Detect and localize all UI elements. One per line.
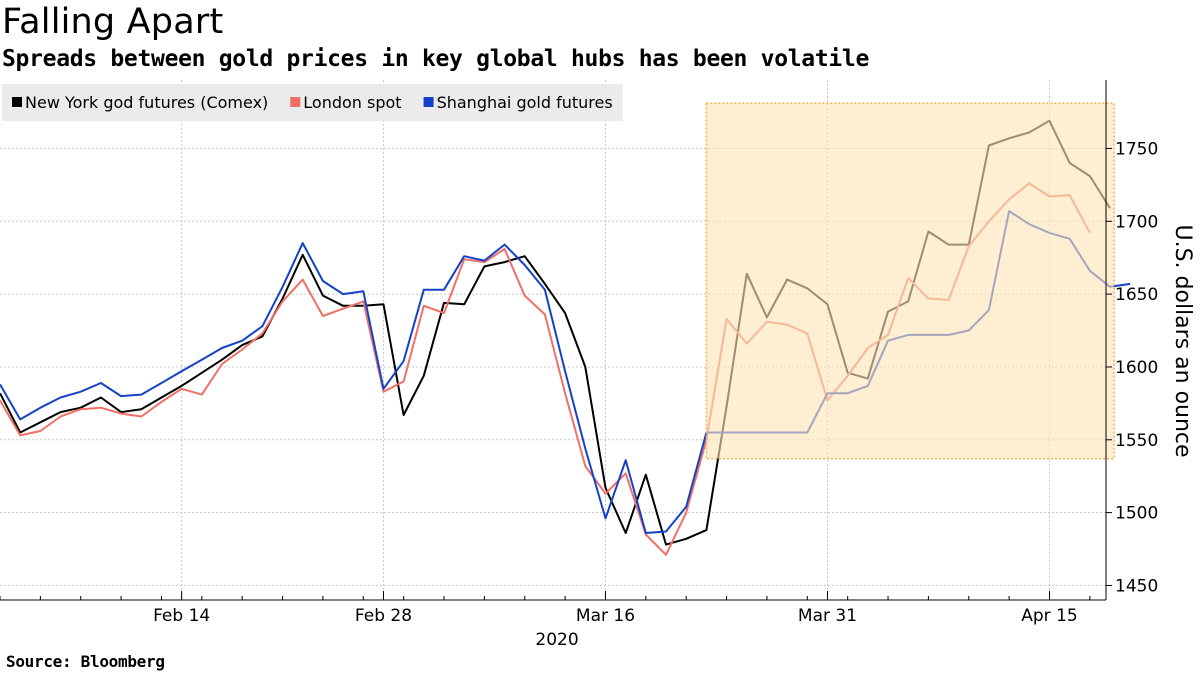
y-axis-label: U.S. dollars an ounce <box>1170 224 1195 457</box>
y-tick-label: 1550 <box>1115 431 1158 451</box>
y-tick-label: 1750 <box>1115 139 1158 159</box>
y-tick-label: 1600 <box>1115 358 1158 378</box>
chart-title: Falling Apart <box>2 2 224 42</box>
source-note: Source: Bloomberg <box>6 652 165 671</box>
legend: New York god futures (Comex) London spot S… <box>2 84 623 121</box>
y-tick-label: 1700 <box>1115 212 1158 232</box>
y-tick-label: 1650 <box>1115 285 1158 305</box>
legend-background <box>2 84 623 121</box>
x-tick-label: Feb 14 <box>153 606 210 626</box>
legend-swatch-0 <box>12 97 22 107</box>
highlight-box <box>705 102 1115 460</box>
legend-swatch-1 <box>290 97 301 107</box>
legend-label-1: London spot <box>303 93 401 112</box>
y-tick-label: 1500 <box>1115 504 1158 524</box>
axes: 1450 1500 1550 1600 1650 1700 1750 Feb 14 Feb 28… <box>0 80 1158 650</box>
legend-swatch-2 <box>423 97 434 107</box>
x-tick-label: Mar 31 <box>798 606 857 626</box>
legend-label-2: Shanghai gold futures <box>437 93 613 112</box>
legend-label-0: New York god futures (Comex) <box>25 93 268 112</box>
y-tick-label: 1450 <box>1115 576 1158 596</box>
x-tick-label: Apr 15 <box>1021 606 1077 626</box>
x-year-label: 2020 <box>535 630 578 650</box>
highlight-region <box>705 102 1115 460</box>
chart-subtitle: Spreads between gold prices in key globa… <box>2 46 870 72</box>
x-tick-label: Mar 16 <box>576 606 635 626</box>
x-tick-label: Feb 28 <box>355 606 412 626</box>
